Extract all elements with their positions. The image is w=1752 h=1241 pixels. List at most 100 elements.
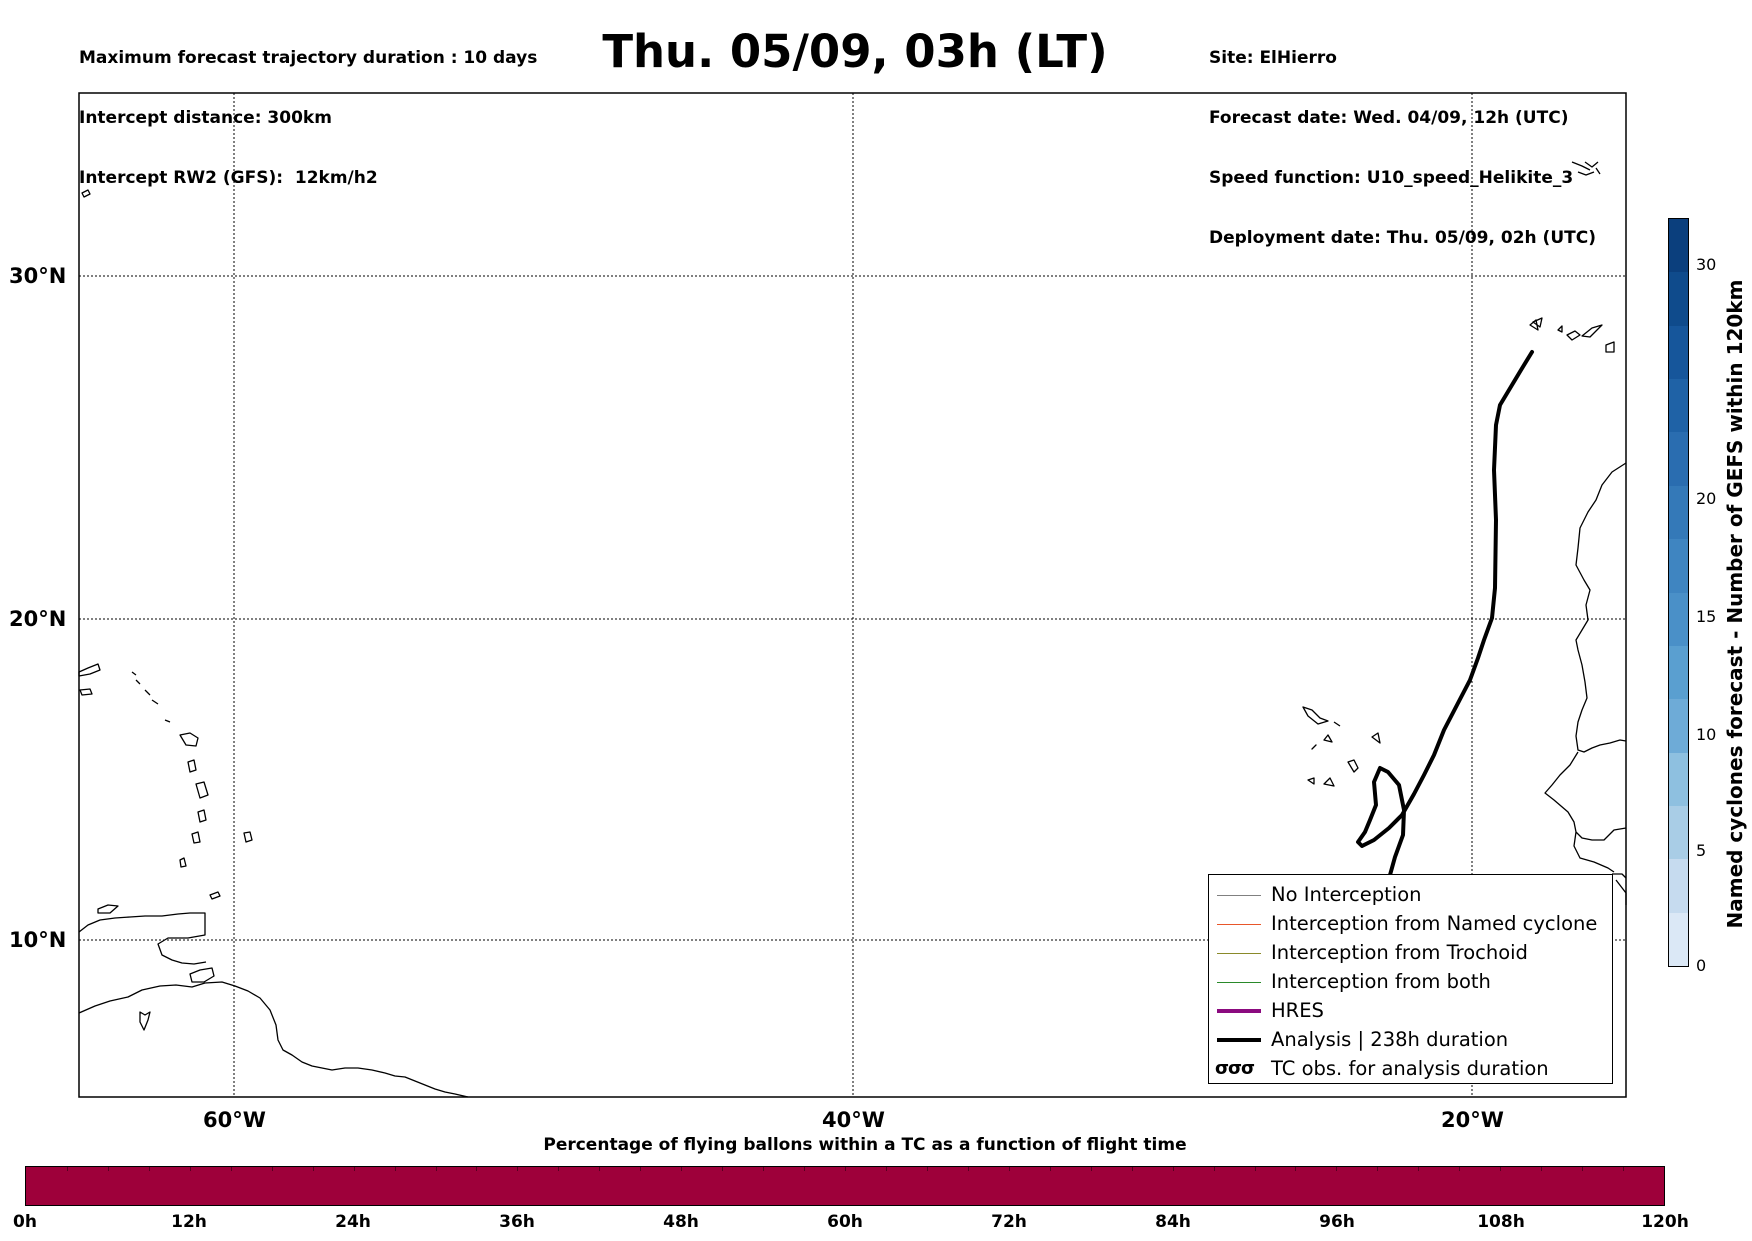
colorbar-bottom-tick: 96h [1319,1212,1355,1232]
legend-item-hres: HRES [1209,997,1612,1026]
intercept-distance-text: Intercept distance: 300km [79,108,332,128]
trinidad [189,967,215,983]
african-coast [1544,462,1627,905]
colorbar-bottom-tick: 120h [1641,1212,1689,1232]
colorbar-right-segment [1669,912,1688,966]
south-america-coast [78,981,469,1098]
forecast-date-text: Forecast date: Wed. 04/09, 12h (UTC) [1209,108,1569,128]
max-duration-text: Maximum forecast trajectory duration : 1… [79,48,538,68]
puerto-rico-coast [78,663,101,677]
legend-label: TC obs. for analysis duration [1271,1057,1549,1080]
guadeloupe [179,732,199,747]
map-title: Thu. 05/09, 03h (LT) [602,25,1108,78]
colorbar-bottom-divider [1172,1167,1174,1171]
lesser-antilles-north [131,671,171,723]
madeira [1577,171,1595,176]
bermuda [81,189,91,198]
colorbar-right-segment [1669,699,1688,753]
legend-swatch-no-interception [1217,895,1261,896]
grenada [179,857,187,868]
intercept-rw2-text: Intercept RW2 (GFS): 12km/h2 [79,168,378,188]
colorbar-bottom-divider [1336,1167,1338,1171]
colorbar-bottom-tick: 24h [335,1212,371,1232]
colorbar-bottom-divider [1254,1167,1256,1171]
cape-verde-islands [1302,706,1381,787]
colorbar-bottom-tick: 48h [663,1212,699,1232]
colorbar-bottom-tick: 36h [499,1212,535,1232]
colorbar-bottom-divider [107,1167,109,1171]
colorbar-bottom-divider [1377,1167,1379,1171]
colorbar-bottom-tick: 72h [991,1212,1027,1232]
colorbar-bottom-title: Percentage of flying ballons within a TC… [543,1135,1187,1155]
colorbar-right [1668,218,1689,967]
colorbar-bottom-divider [230,1167,232,1171]
colorbar-right-tick: 15 [1696,607,1717,626]
colorbar-right-segment [1669,805,1688,860]
colorbar-bottom-divider [885,1167,887,1171]
colorbar-bottom-divider [926,1167,928,1171]
colorbar-bottom-divider [681,1167,683,1171]
barbados [243,831,253,843]
colorbar-bottom [25,1166,1665,1206]
legend-swatch-both [1217,982,1261,983]
colorbar-bottom-divider [1459,1167,1461,1171]
legend-swatch-hres [1217,1009,1261,1013]
colorbar-bottom-divider [517,1167,519,1171]
colorbar-bottom-divider [1049,1167,1051,1171]
colorbar-right-tick: 0 [1696,956,1707,975]
canary-islands [1532,161,1601,333]
legend-item-no-interception: No Interception [1209,881,1612,910]
colorbar-right-segment [1669,859,1688,913]
colorbar-bottom-divider [804,1167,806,1171]
lon-tick-20w: 20°W [1441,1108,1504,1132]
header-right: Site: ElHierro Forecast date: Wed. 04/09… [1209,8,1596,268]
analysis-trajectory [1356,350,1534,877]
lat-tick-30n: 30°N [9,264,67,288]
colorbar-right-tick: 30 [1696,255,1717,274]
canary-west [1529,319,1615,353]
legend: No Interception Interception from Named … [1208,874,1613,1084]
colorbar-right-tick: 20 [1696,489,1717,508]
colorbar-bottom-divider [1541,1167,1543,1171]
colorbar-right-segment [1669,539,1688,593]
colorbar-right-segment [1669,432,1688,486]
colorbar-right-segment [1669,219,1688,273]
colorbar-bottom-divider [1623,1167,1625,1171]
colorbar-right-segment [1669,272,1688,326]
colorbar-right-tick: 10 [1696,725,1717,744]
puerto-rico-west [79,688,93,696]
legend-label: HRES [1271,999,1324,1022]
colorbar-bottom-divider [1213,1167,1215,1171]
legend-label: Analysis | 238h duration [1271,1028,1509,1051]
legend-label: Interception from Named cyclone [1271,912,1598,935]
colorbar-bottom-divider [394,1167,396,1171]
colorbar-right-segment [1669,592,1688,646]
colorbar-right-segment [1669,645,1688,700]
st-vincent [191,831,201,844]
colorbar-bottom-divider [1131,1167,1133,1171]
legend-label: Interception from both [1271,970,1491,993]
colorbar-bottom-divider [435,1167,437,1171]
legend-label: No Interception [1271,883,1422,906]
colorbar-bottom-tick: 0h [13,1212,37,1232]
speed-function-text: Speed function: U10_speed_Helikite_3 [1209,168,1574,188]
colorbar-bottom-divider [640,1167,642,1171]
legend-swatch-trochoid [1217,953,1261,954]
colorbar-bottom-divider [148,1167,150,1171]
venezuela-coast [78,912,207,965]
colorbar-right-segment [1669,485,1688,540]
legend-item-named-cyclone: Interception from Named cyclone [1209,910,1612,939]
colorbar-bottom-tick: 84h [1155,1212,1191,1232]
legend-item-analysis: Analysis | 238h duration [1209,1026,1612,1055]
tobago [209,891,221,900]
legend-swatch-analysis [1217,1038,1261,1042]
colorbar-bottom-divider [558,1167,560,1171]
legend-item-tc-obs: σσσ TC obs. for analysis duration [1209,1055,1612,1084]
legend-item-both: Interception from both [1209,968,1612,997]
site-text: Site: ElHierro [1209,48,1337,68]
st-lucia [197,809,207,823]
lon-tick-60w: 60°W [203,1108,266,1132]
colorbar-right-segment [1669,752,1688,806]
deployment-date-text: Deployment date: Thu. 05/09, 02h (UTC) [1209,228,1596,248]
tc-obs-icon: σσσ [1215,1058,1255,1079]
